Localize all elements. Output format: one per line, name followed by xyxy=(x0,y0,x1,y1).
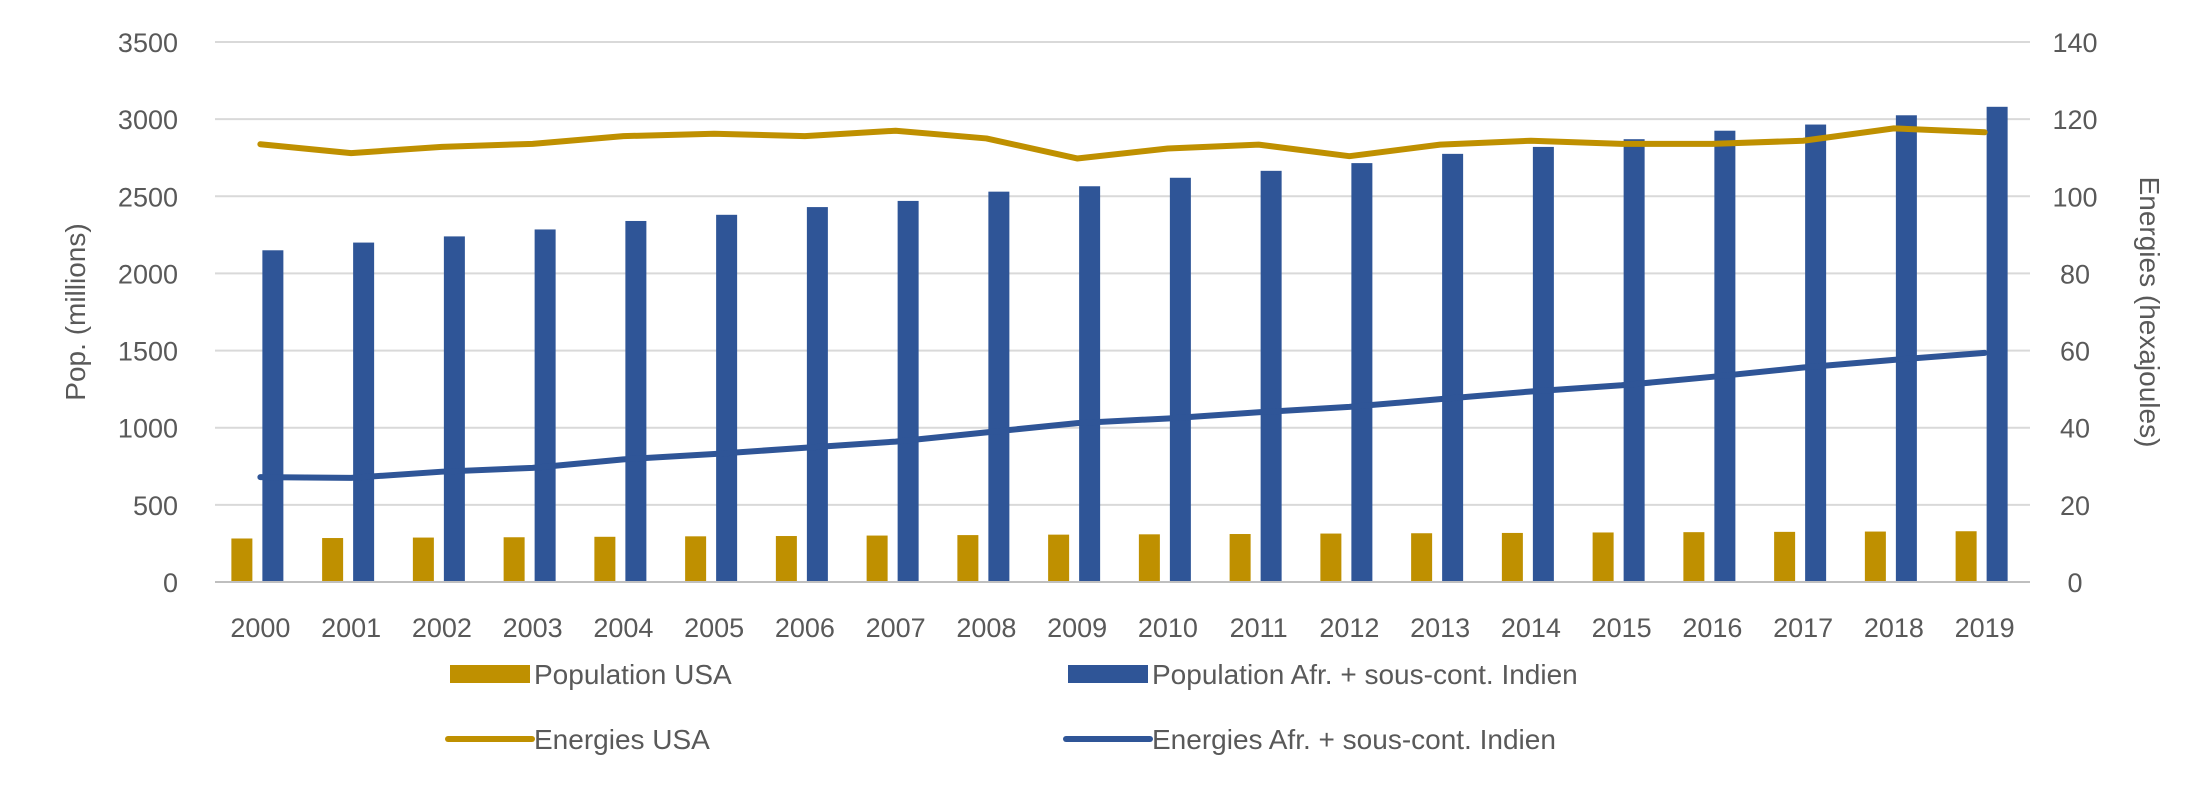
x-tick-label: 2009 xyxy=(1047,613,1107,643)
bar xyxy=(1320,533,1342,582)
bar xyxy=(443,236,465,582)
bar xyxy=(1442,153,1464,582)
series-line xyxy=(257,349,1988,481)
x-tick-label: 2012 xyxy=(1319,613,1379,643)
bar xyxy=(353,242,375,583)
y-tick-label: 1000 xyxy=(118,414,178,444)
bar xyxy=(412,537,434,582)
x-tick-label: 2006 xyxy=(775,613,835,643)
legend-label: Population Afr. + sous-cont. Indien xyxy=(1152,659,1578,690)
y2-tick-label: 140 xyxy=(2052,28,2097,58)
bar xyxy=(775,536,797,582)
x-tick-label: 2018 xyxy=(1864,613,1924,643)
x-tick-label: 2002 xyxy=(412,613,472,643)
bar xyxy=(625,220,647,582)
series-line xyxy=(257,125,1988,162)
bar xyxy=(534,229,556,582)
x-tick-label: 2004 xyxy=(593,613,653,643)
bar xyxy=(866,535,888,582)
bar xyxy=(1138,534,1160,582)
y-tick-label: 3500 xyxy=(118,28,178,58)
x-tick-label: 2014 xyxy=(1501,613,1561,643)
bar xyxy=(1895,115,1917,583)
legend-swatch xyxy=(450,665,530,683)
y-tick-label: 2500 xyxy=(118,182,178,212)
x-tick-label: 2010 xyxy=(1138,613,1198,643)
legend-label: Energies Afr. + sous-cont. Indien xyxy=(1152,724,1556,755)
y2-axis-label: Energies (hexajoules) xyxy=(2134,177,2165,448)
y2-tick-label: 120 xyxy=(2052,105,2097,135)
y-tick-label: 1500 xyxy=(118,337,178,367)
bar xyxy=(1805,124,1827,583)
y-tick-label: 0 xyxy=(163,568,178,598)
bar xyxy=(1048,534,1070,582)
bar xyxy=(594,536,616,582)
bar xyxy=(716,214,738,583)
legend-label: Population USA xyxy=(534,659,732,690)
x-tick-label: 2005 xyxy=(684,613,744,643)
bar xyxy=(1774,531,1796,582)
bar xyxy=(1864,531,1886,582)
bar xyxy=(1955,531,1977,582)
bar xyxy=(1501,532,1523,582)
axes: 0 500 1000 1500 2000 2500 3000 3500 0 20 40 60 80 100… xyxy=(118,28,2098,643)
x-tick-label: 2000 xyxy=(230,613,290,643)
legend: Population USA Population Afr. + sous-con… xyxy=(445,659,1578,755)
bar xyxy=(897,200,919,582)
x-tick-label: 2015 xyxy=(1592,613,1652,643)
bar xyxy=(1532,146,1554,582)
x-tick-label: 2019 xyxy=(1955,613,2015,643)
y2-tick-label: 40 xyxy=(2060,414,2090,444)
bar xyxy=(503,537,525,582)
bar xyxy=(957,535,979,582)
legend-swatch xyxy=(1068,665,1148,683)
x-tick-label: 2016 xyxy=(1682,613,1742,643)
y-tick-label: 2000 xyxy=(118,259,178,289)
y-tick-label: 500 xyxy=(133,491,178,521)
bar xyxy=(988,191,1010,582)
y2-tick-label: 60 xyxy=(2060,337,2090,367)
bar xyxy=(1351,163,1373,582)
series-lines xyxy=(257,125,1988,481)
bar xyxy=(231,538,253,582)
bar xyxy=(1079,186,1101,582)
x-tick-label: 2003 xyxy=(503,613,563,643)
bar xyxy=(1592,532,1614,582)
bar xyxy=(1169,177,1191,582)
bar xyxy=(1623,139,1645,582)
y2-tick-label: 0 xyxy=(2067,568,2082,598)
x-tick-label: 2013 xyxy=(1410,613,1470,643)
y2-tick-label: 100 xyxy=(2052,182,2097,212)
bar xyxy=(1714,130,1736,582)
bar xyxy=(685,536,707,582)
gridlines xyxy=(215,41,2030,583)
y-tick-label: 3000 xyxy=(118,105,178,135)
x-tick-label: 2008 xyxy=(956,613,1016,643)
bar xyxy=(322,538,344,582)
bar xyxy=(1260,170,1282,583)
x-tick-label: 2017 xyxy=(1773,613,1833,643)
bar xyxy=(1986,106,2008,583)
bar xyxy=(1683,532,1705,582)
bar xyxy=(1411,533,1433,582)
y2-tick-label: 20 xyxy=(2060,491,2090,521)
x-tick-label: 2001 xyxy=(321,613,381,643)
bar xyxy=(262,250,284,583)
bar xyxy=(806,207,828,583)
legend-label: Energies USA xyxy=(534,724,710,755)
y2-tick-label: 80 xyxy=(2060,259,2090,289)
bar xyxy=(1229,534,1251,582)
bars xyxy=(231,106,2008,583)
y-axis-label: Pop. (millions) xyxy=(60,223,91,400)
x-tick-label: 2007 xyxy=(866,613,926,643)
x-tick-label: 2011 xyxy=(1230,613,1288,643)
